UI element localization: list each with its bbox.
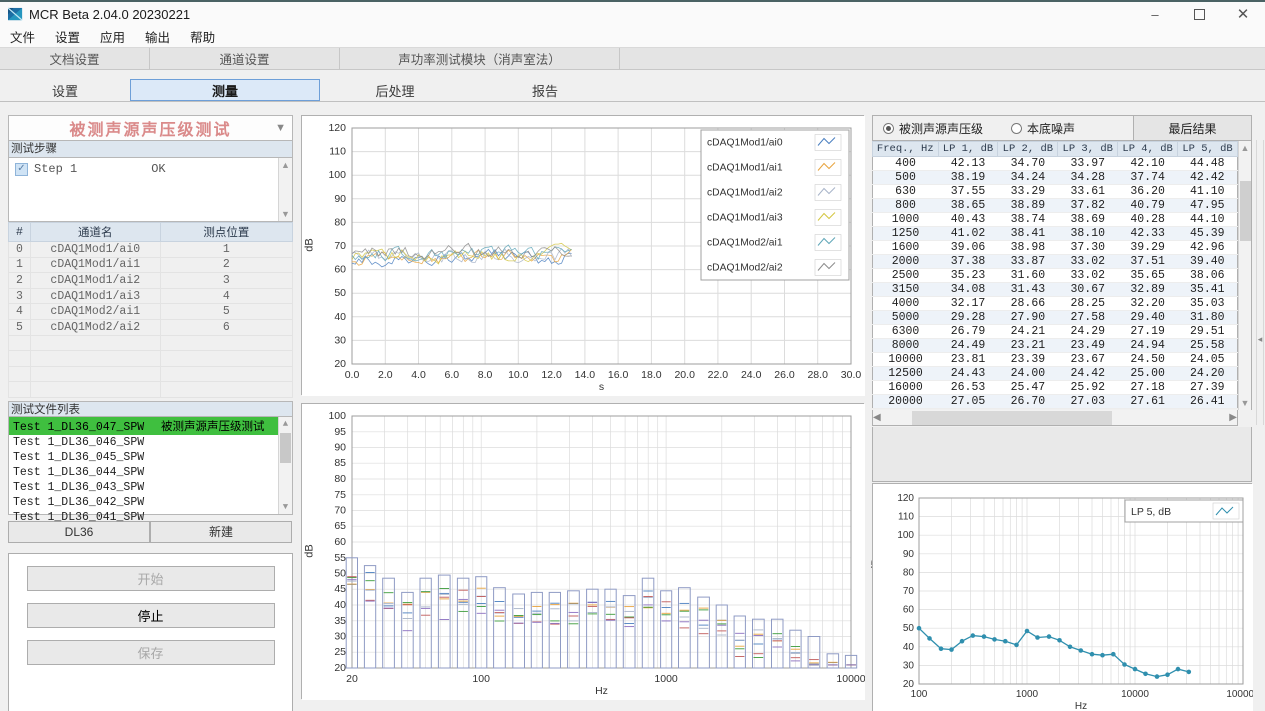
svg-text:14.0: 14.0	[575, 369, 596, 381]
svg-text:80: 80	[334, 473, 346, 485]
svg-text:60: 60	[334, 536, 346, 548]
svg-text:90: 90	[903, 549, 915, 560]
svg-text:Hz: Hz	[595, 685, 608, 697]
svg-text:100: 100	[328, 410, 346, 422]
svg-text:85: 85	[334, 457, 346, 469]
svg-text:s: s	[599, 381, 604, 393]
svg-text:cDAQ1Mod2/ai1: cDAQ1Mod2/ai1	[707, 238, 783, 249]
svg-text:cDAQ1Mod1/ai3: cDAQ1Mod1/ai3	[707, 213, 783, 224]
svg-text:80: 80	[334, 216, 346, 228]
svg-text:70: 70	[903, 586, 915, 597]
svg-text:26.0: 26.0	[774, 369, 795, 381]
svg-text:35: 35	[334, 615, 346, 627]
svg-text:60: 60	[903, 605, 915, 616]
svg-text:30: 30	[903, 660, 915, 671]
svg-text:2.0: 2.0	[378, 369, 393, 381]
svg-text:10000: 10000	[1121, 689, 1149, 700]
svg-text:22.0: 22.0	[708, 369, 729, 381]
svg-text:20.0: 20.0	[674, 369, 695, 381]
svg-text:LP 5, dB: LP 5, dB	[1131, 506, 1171, 518]
svg-text:1000: 1000	[1016, 689, 1039, 700]
svg-text:6.0: 6.0	[444, 369, 459, 381]
svg-text:30: 30	[334, 334, 346, 346]
svg-text:25: 25	[334, 646, 346, 658]
svg-text:80: 80	[903, 567, 915, 578]
svg-text:95: 95	[334, 426, 346, 438]
svg-text:1000: 1000	[654, 673, 678, 685]
svg-text:90: 90	[334, 442, 346, 454]
svg-text:75: 75	[334, 489, 346, 501]
svg-text:cDAQ1Mod2/ai2: cDAQ1Mod2/ai2	[707, 263, 783, 274]
svg-text:4.0: 4.0	[411, 369, 426, 381]
svg-text:20: 20	[903, 679, 915, 690]
svg-text:120: 120	[328, 122, 346, 134]
svg-text:20: 20	[334, 662, 346, 674]
svg-text:70: 70	[334, 505, 346, 517]
svg-text:Hz: Hz	[1075, 701, 1087, 711]
svg-text:10000: 10000	[836, 673, 865, 685]
svg-text:55: 55	[334, 552, 346, 564]
svg-text:100: 100	[328, 169, 346, 181]
svg-text:20: 20	[334, 358, 346, 370]
svg-text:8.0: 8.0	[478, 369, 493, 381]
svg-text:45: 45	[334, 583, 346, 595]
svg-text:30.0: 30.0	[841, 369, 862, 381]
svg-text:90: 90	[334, 193, 346, 205]
svg-text:60: 60	[334, 264, 346, 276]
svg-text:100000: 100000	[1226, 689, 1253, 700]
svg-text:50: 50	[334, 568, 346, 580]
svg-text:12.0: 12.0	[541, 369, 562, 381]
svg-text:18.0: 18.0	[641, 369, 662, 381]
svg-text:cDAQ1Mod1/ai1: cDAQ1Mod1/ai1	[707, 163, 783, 174]
svg-text:40: 40	[903, 642, 915, 653]
svg-text:110: 110	[898, 512, 914, 523]
svg-text:28.0: 28.0	[807, 369, 828, 381]
svg-text:16.0: 16.0	[608, 369, 629, 381]
svg-text:0.0: 0.0	[345, 369, 360, 381]
svg-text:120: 120	[897, 493, 914, 504]
svg-text:70: 70	[334, 240, 346, 252]
svg-text:10.0: 10.0	[508, 369, 529, 381]
svg-text:50: 50	[334, 287, 346, 299]
svg-text:20: 20	[346, 673, 358, 685]
svg-text:110: 110	[329, 146, 346, 158]
svg-text:100: 100	[897, 530, 914, 541]
svg-text:50: 50	[903, 623, 915, 634]
svg-text:40: 40	[334, 311, 346, 323]
svg-text:65: 65	[334, 520, 346, 532]
svg-text:24.0: 24.0	[741, 369, 762, 381]
svg-text:40: 40	[334, 599, 346, 611]
svg-text:30: 30	[334, 631, 346, 643]
svg-text:cDAQ1Mod1/ai2: cDAQ1Mod1/ai2	[707, 188, 783, 199]
svg-text:100: 100	[472, 673, 490, 685]
svg-text:100: 100	[911, 689, 928, 700]
svg-text:cDAQ1Mod1/ai0: cDAQ1Mod1/ai0	[707, 138, 783, 149]
